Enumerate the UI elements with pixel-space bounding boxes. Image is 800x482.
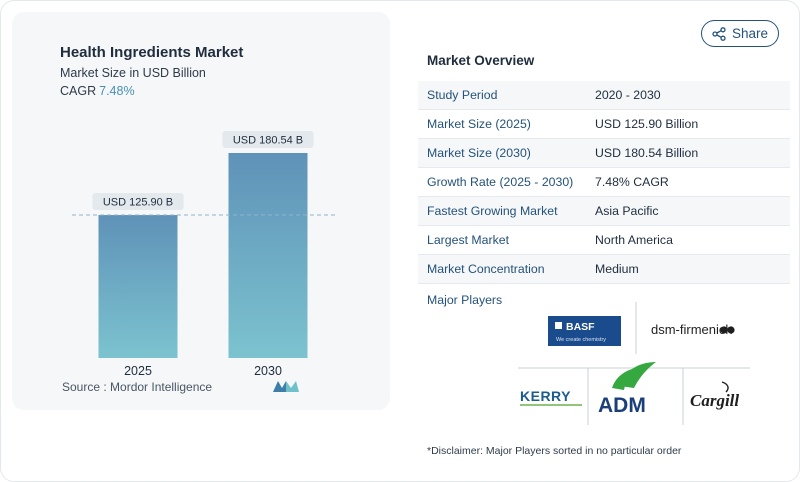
overview-label: Largest Market: [427, 233, 510, 247]
overview-label: Market Size (2030): [427, 146, 531, 160]
chart-subtitle: Market Size in USD Billion: [60, 66, 206, 80]
disclaimer: *Disclaimer: Major Players sorted in no …: [427, 445, 682, 457]
overview-row: Market Size (2030) USD 180.54 Billion: [418, 139, 790, 168]
overview-label: Market Size (2025): [427, 117, 531, 131]
chart-cagr: CAGR 7.48%: [60, 84, 135, 98]
x-tick-2025: 2025: [124, 364, 152, 378]
chart-card: [12, 12, 390, 410]
overview-row: Fastest Growing Market Asia Pacific: [418, 197, 790, 226]
overview-value: USD 125.90 Billion: [595, 117, 699, 131]
overview-table: Study Period 2020 - 2030 Market Size (202…: [418, 81, 790, 284]
overview-row: Growth Rate (2025 - 2030) 7.48% CAGR: [418, 168, 790, 197]
overview-title: Market Overview: [427, 53, 535, 68]
data-label-bg-2030: [222, 131, 314, 148]
cagr-value: 7.48%: [99, 84, 135, 98]
overview-label: Fastest Growing Market: [427, 204, 558, 218]
share-button[interactable]: Share: [701, 20, 779, 47]
overview-label: Growth Rate (2025 - 2030): [427, 175, 574, 189]
overview-row: Market Concentration Medium: [418, 255, 790, 284]
overview-value: North America: [595, 233, 673, 247]
share-icon: [712, 26, 726, 41]
data-label-2025: USD 125.90 B: [103, 197, 173, 209]
overview-value: Asia Pacific: [595, 204, 659, 218]
overview-value: 2020 - 2030: [595, 88, 661, 102]
chart-title: Health Ingredients Market: [60, 44, 244, 61]
cagr-label: CAGR: [60, 84, 97, 98]
overview-label: Market Concentration: [427, 262, 545, 276]
overview-row: Study Period 2020 - 2030: [418, 81, 790, 110]
major-players-label: Major Players: [427, 293, 503, 307]
mordor-intelligence-logo-icon: [273, 381, 299, 392]
overview-value: Medium: [595, 262, 639, 276]
overview-value: 7.48% CAGR: [595, 175, 669, 189]
share-label: Share: [731, 26, 769, 41]
overview-value: USD 180.54 Billion: [595, 146, 699, 160]
x-tick-2030: 2030: [254, 364, 282, 378]
data-label-2030: USD 180.54 B: [233, 135, 303, 147]
bar-chart: USD 125.90 B 2025 USD 180.54 B 2030: [72, 131, 336, 378]
data-label-bg-2025: [92, 193, 184, 211]
bar-2030: [228, 153, 308, 358]
source-text: Source : Mordor Intelligence: [62, 380, 213, 394]
overview-row: Market Size (2025) USD 125.90 Billion: [418, 110, 790, 139]
overview-label: Study Period: [427, 88, 498, 102]
bar-2025: [98, 215, 178, 358]
overview-row: Largest Market North America: [418, 226, 790, 255]
